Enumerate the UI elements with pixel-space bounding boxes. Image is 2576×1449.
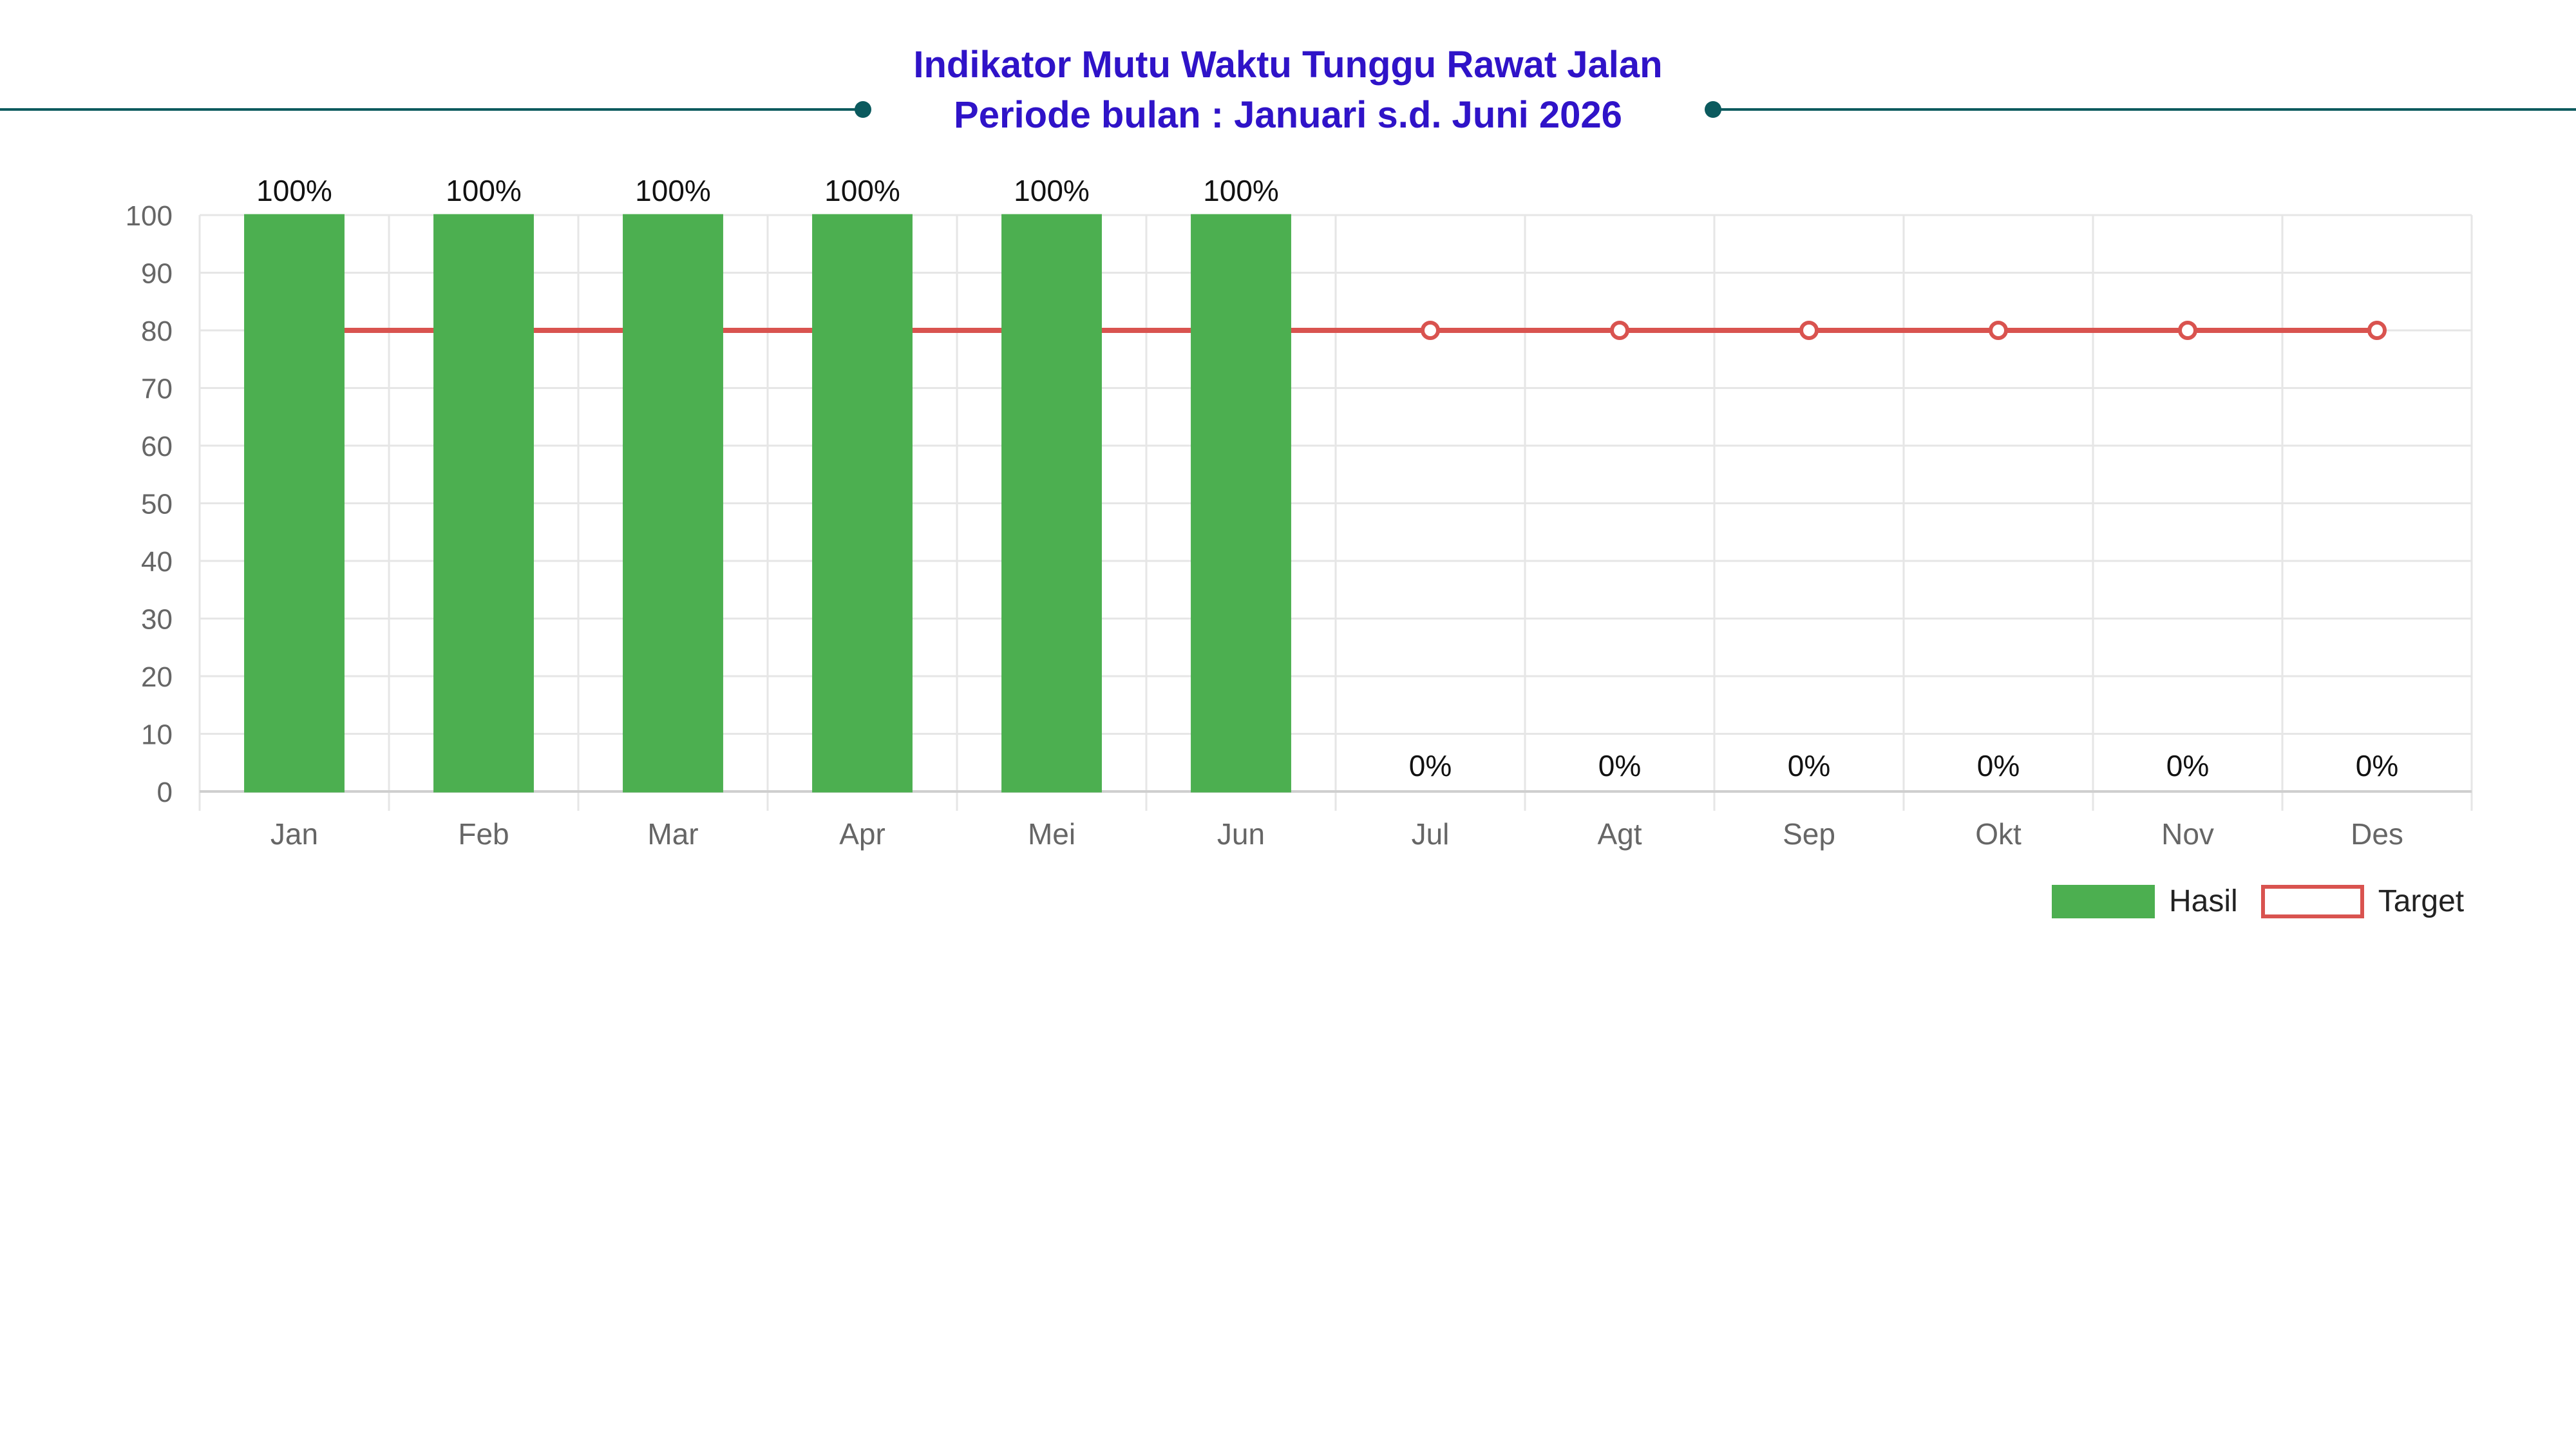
y-tick-label: 0 xyxy=(157,777,173,808)
data-label: 100% xyxy=(1203,174,1279,207)
chart-header: Indikator Mutu Waktu Tunggu Rawat Jalan … xyxy=(0,0,2576,148)
target-point xyxy=(1799,321,1819,340)
chart-title-line1: Indikator Mutu Waktu Tunggu Rawat Jalan xyxy=(913,44,1663,86)
target-point xyxy=(1610,321,1629,340)
target-point xyxy=(2178,321,2197,340)
data-label: 100% xyxy=(256,174,332,207)
data-label: 100% xyxy=(635,174,711,207)
x-tick-label: Jun xyxy=(1217,817,1265,851)
chart-title-line2: Periode bulan : Januari s.d. Juni 2026 xyxy=(954,94,1622,136)
data-label: 0% xyxy=(2166,749,2209,782)
y-tick-label: 30 xyxy=(141,604,173,636)
y-tick-label: 90 xyxy=(141,258,173,290)
x-tick-label: Nov xyxy=(2161,817,2214,851)
bar-hasil xyxy=(1001,214,1102,793)
legend-swatch-target xyxy=(2260,884,2364,918)
x-tick-label: Okt xyxy=(1975,817,2022,851)
bar-hasil xyxy=(433,214,534,793)
data-label: 0% xyxy=(1788,749,1830,782)
header-decoration-line-right xyxy=(1713,108,2576,111)
y-tick-label: 40 xyxy=(141,546,173,578)
legend-label-target: Target xyxy=(2378,884,2465,918)
y-tick-label: 10 xyxy=(141,719,173,751)
bar-hasil xyxy=(623,214,723,793)
x-tick-label: Des xyxy=(2351,817,2403,851)
y-tick-label: 50 xyxy=(141,489,173,520)
target-point xyxy=(1421,321,1440,340)
x-tick-label: Sep xyxy=(1783,817,1835,851)
data-label: 0% xyxy=(1409,749,1452,782)
labels-layer: 100% 100% 100% 100% 100% 100% 0% 0% 0% 0% 0% 0% xyxy=(256,174,2398,782)
x-tick-label: Apr xyxy=(839,817,886,851)
x-tick-label: Feb xyxy=(458,817,509,851)
data-label: 100% xyxy=(824,174,900,207)
bars-layer xyxy=(244,214,1291,793)
chart-plot: 0 10 20 30 40 50 60 70 80 90 100 Jan Feb Mar Apr Mei Jun… xyxy=(126,174,2473,851)
bar-hasil xyxy=(244,214,345,793)
data-label: 0% xyxy=(2356,749,2398,782)
chart-legend: Hasil Target xyxy=(2052,884,2487,919)
y-tick-label: 60 xyxy=(141,431,173,462)
axis-layer: 0 10 20 30 40 50 60 70 80 90 100 Jan Feb Mar Apr Mei Jun… xyxy=(126,200,2472,851)
legend-item-target[interactable]: Target xyxy=(2260,884,2465,919)
bar-hasil xyxy=(812,214,913,793)
bar-hasil xyxy=(1191,214,1291,793)
header-decoration-dot-right xyxy=(1705,101,1721,118)
header-decoration-dot-left xyxy=(855,101,871,118)
y-tick-label: 100 xyxy=(126,200,173,232)
y-tick-label: 70 xyxy=(141,374,173,405)
y-tick-label: 20 xyxy=(141,661,173,693)
legend-label-hasil: Hasil xyxy=(2169,884,2238,918)
target-point xyxy=(1989,321,2008,340)
header-decoration-line-left xyxy=(0,108,863,111)
x-tick-label: Jul xyxy=(1412,817,1450,851)
data-label: 0% xyxy=(1598,749,1641,782)
chart-title: Indikator Mutu Waktu Tunggu Rawat Jalan … xyxy=(876,40,1700,140)
legend-item-hasil[interactable]: Hasil xyxy=(2052,884,2238,919)
target-point xyxy=(2367,321,2387,340)
y-tick-label: 80 xyxy=(141,316,173,347)
data-label: 0% xyxy=(1977,749,2020,782)
x-tick-label: Mar xyxy=(647,817,698,851)
data-label: 100% xyxy=(446,174,522,207)
x-tick-label: Jan xyxy=(270,817,318,851)
x-tick-label: Agt xyxy=(1597,817,1642,851)
grid-layer xyxy=(198,214,2473,811)
data-label: 100% xyxy=(1014,174,1090,207)
x-tick-label: Mei xyxy=(1028,817,1075,851)
legend-swatch-hasil xyxy=(2052,884,2155,918)
